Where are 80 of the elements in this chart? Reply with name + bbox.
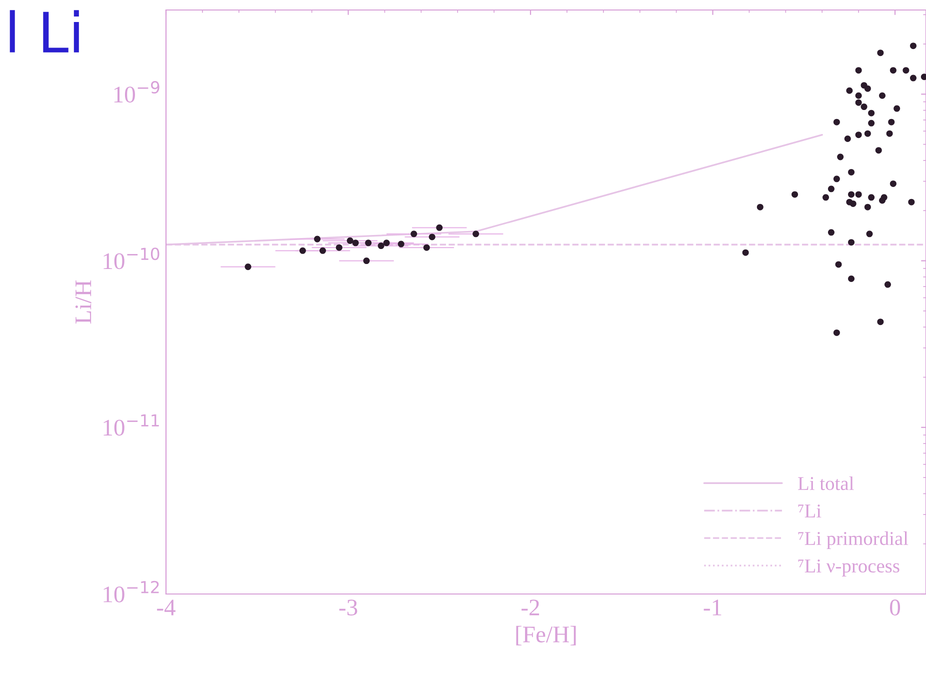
point [428,234,436,240]
point [888,118,895,126]
x-tick-label: -4 [157,600,176,616]
point [855,132,862,138]
point [383,240,390,246]
point [398,240,404,248]
point [410,230,418,238]
legend-label: Li total [798,476,854,490]
point [884,281,891,288]
point [908,198,915,206]
y-tick-label: 10$^{−11}$ [104,414,159,436]
point [833,118,840,126]
legend-label: ⁷Li ν-process [798,559,900,576]
x-tick-label: -2 [522,600,540,616]
point [742,249,749,256]
point [920,74,926,80]
point [314,236,321,242]
point [886,130,893,137]
point [336,244,342,251]
point [864,204,871,210]
point [848,168,855,176]
point [378,242,384,250]
point [319,247,326,254]
point [875,147,882,154]
point [848,191,855,198]
point [472,230,480,238]
point [902,67,910,74]
point [879,92,886,99]
point [868,194,875,201]
point [910,74,916,82]
point [877,318,884,326]
point [846,87,853,94]
point [792,191,798,198]
point [423,244,430,251]
point [299,247,306,254]
point [910,42,916,50]
point [855,67,862,74]
point [855,99,862,106]
point [860,104,868,110]
point [756,204,764,210]
point [890,180,896,187]
point [848,275,855,282]
point [894,105,900,112]
point [352,240,359,246]
point [833,176,840,182]
point [848,239,855,246]
point [436,224,443,231]
point [877,50,884,56]
point [890,67,896,74]
x-tick-label: -1 [704,600,722,616]
y-tick-label: 10$^{−12}$ [104,580,159,602]
x-tick-label: -3 [339,600,358,616]
legend-label: ⁷Li [798,504,822,518]
point [879,197,886,204]
point [828,229,834,236]
y-tick-label: 10$^{−9}$ [114,81,160,103]
point [346,237,354,244]
point [828,186,834,192]
point [244,264,252,270]
point [833,329,840,336]
point [365,240,372,246]
x-axis-title: [Fe/H] [516,626,576,646]
point [850,200,856,207]
point [864,130,871,137]
y-tick-label: 10$^{−10}$ [104,248,160,270]
point [868,120,875,126]
point [837,154,844,160]
point [855,92,862,99]
point [866,230,873,238]
point [864,85,871,92]
point [822,194,830,201]
point [855,191,862,198]
legend-label: ⁷Li primordial [798,531,908,550]
chart-title: l Li [10,10,79,52]
x-tick-label: 0 [890,600,900,616]
point [844,135,851,142]
point [868,110,875,116]
point [835,261,842,268]
point [363,258,370,264]
y-axis-title: Li/H [75,280,92,324]
